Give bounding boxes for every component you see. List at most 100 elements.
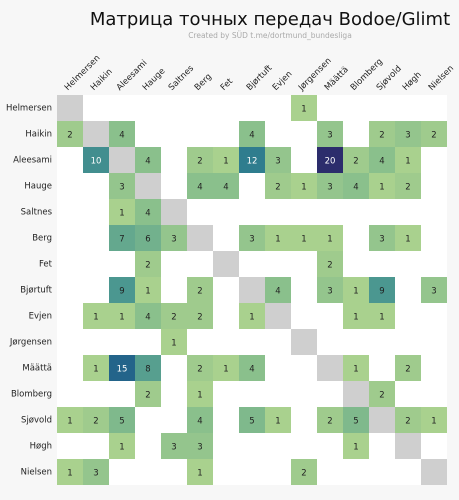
row-label: Jørgensen [9,338,52,348]
cell-label: 1 [67,469,72,479]
heat-cell [317,407,343,433]
cell-label: 3 [171,235,176,245]
row-label: Nielsen [21,468,52,478]
chart-subtitle: Created by SÜD t.me/dortmund_bundesliga [188,31,352,40]
heat-cell [395,121,421,147]
diagonal-cell [317,355,343,381]
heat-cell [213,173,239,199]
chart-title: Матрица точных передач Bodoe/Glimt [90,9,450,30]
cell-label: 4 [119,131,124,141]
cell-label: 9 [119,287,124,297]
cell-label: 1 [353,365,358,375]
row-label: Saltnes [21,208,53,218]
heat-cell [343,147,369,173]
cell-label: 1 [301,183,306,193]
heat-cell [421,121,447,147]
heat-cell [135,303,161,329]
row-label: Haikin [25,130,52,140]
diagonal-cell [187,225,213,251]
cell-label: 4 [275,287,280,297]
heat-cell [109,433,135,459]
heat-cell [109,173,135,199]
column-label: Nielsen [427,64,456,93]
cell-label: 3 [171,443,176,453]
heat-cell [239,303,265,329]
heat-cell [109,355,135,381]
cell-label: 3 [327,287,332,297]
heat-cell [187,355,213,381]
cell-label: 2 [275,183,280,193]
cell-label: 4 [197,183,202,193]
row-label: Fet [39,260,53,270]
heat-cell [343,303,369,329]
cell-label: 1 [379,183,384,193]
cell-label: 3 [249,235,254,245]
cell-label: 2 [327,261,332,271]
heat-cell [83,459,109,485]
heat-cell [83,303,109,329]
heat-cell [369,381,395,407]
diagonal-cell [343,381,369,407]
cell-label: 1 [197,469,202,479]
cell-label: 4 [223,183,228,193]
heat-cell [369,147,395,173]
diagonal-cell [109,147,135,173]
cell-label: 1 [353,287,358,297]
heat-cell [187,173,213,199]
diagonal-cell [135,173,161,199]
cell-label: 3 [197,443,202,453]
cell-label: 1 [93,313,98,323]
diagonal-cell [57,95,83,121]
cell-label: 3 [275,157,280,167]
heat-cell [135,277,161,303]
heat-cell [291,173,317,199]
cell-label: 15 [117,365,128,375]
heat-cell [109,407,135,433]
heat-cell [57,407,83,433]
heat-cell [187,433,213,459]
cell-label: 2 [431,131,436,141]
heat-cell [135,381,161,407]
heat-cell [213,355,239,381]
cell-label: 2 [197,313,202,323]
heat-cell [57,121,83,147]
column-label: Evjen [271,69,295,93]
diagonal-cell [83,121,109,147]
heat-cell [109,199,135,225]
column-label: Fet [219,76,236,93]
cell-label: 4 [145,209,150,219]
cell-label: 1 [67,417,72,427]
cell-label: 2 [327,417,332,427]
cell-label: 1 [275,417,280,427]
heat-cell [369,121,395,147]
cell-label: 4 [249,131,254,141]
cell-label: 2 [197,287,202,297]
heat-cell [317,121,343,147]
heat-cell [395,147,421,173]
cell-label: 1 [223,365,228,375]
cell-label: 4 [145,157,150,167]
diagonal-cell [239,277,265,303]
heat-cell [135,225,161,251]
cell-label: 2 [145,261,150,271]
heat-cell [57,459,83,485]
cell-label: 6 [145,235,150,245]
heat-cell [187,381,213,407]
cell-label: 1 [353,313,358,323]
heat-cell [343,407,369,433]
row-label: Helmersen [6,104,52,114]
cell-label: 3 [327,183,332,193]
cell-label: 1 [197,391,202,401]
heat-cell [109,277,135,303]
heat-cell [369,173,395,199]
cell-label: 5 [353,417,358,427]
diagonal-cell [213,251,239,277]
cell-label: 3 [93,469,98,479]
cell-label: 2 [301,469,306,479]
row-label: Blomberg [11,390,52,400]
diagonal-cell [395,433,421,459]
cell-label: 1 [405,157,410,167]
row-label: Sjøvold [21,416,52,426]
cell-label: 1 [119,443,124,453]
diagonal-cell [369,407,395,433]
